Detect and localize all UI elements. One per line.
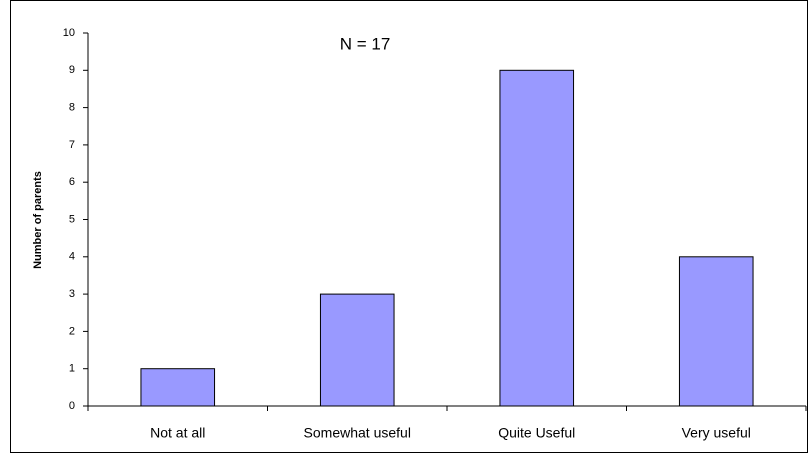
y-tick-label: 0 (69, 400, 75, 412)
y-tick-label: 9 (69, 64, 75, 76)
y-tick-label: 6 (69, 176, 75, 188)
y-tick-label: 7 (69, 139, 75, 151)
y-tick-label: 2 (69, 325, 75, 337)
y-tick-label: 3 (69, 288, 75, 300)
bar (678, 256, 754, 407)
x-tick-label: Somewhat useful (304, 425, 411, 441)
y-tick-label: 10 (63, 27, 75, 39)
y-axis-label: Number of parents (32, 171, 44, 269)
x-tick-label: Very useful (682, 425, 751, 441)
y-tick-label: 5 (69, 213, 75, 225)
y-tick-label: 1 (69, 363, 75, 375)
bar (319, 293, 395, 407)
y-tick-label: 4 (69, 251, 75, 263)
annotation: N = 17 (340, 34, 391, 53)
bar (499, 69, 575, 407)
bar (140, 368, 216, 407)
x-tick-label: Not at all (150, 425, 205, 441)
y-tick-label: 8 (69, 102, 75, 114)
x-tick-label: Quite Useful (498, 425, 575, 441)
